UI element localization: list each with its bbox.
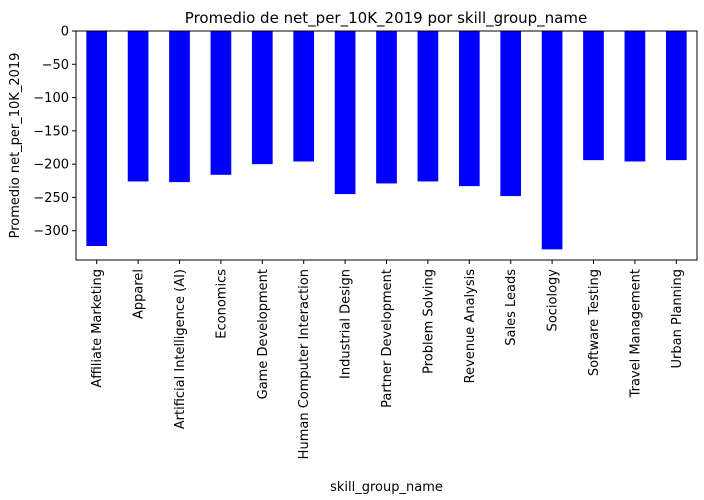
bar [293,31,315,162]
y-tick-label: 0 [61,25,69,40]
x-tick-label: Game Development [256,269,271,399]
x-tick-label: Problem Solving [421,269,436,374]
bar [458,31,480,187]
y-tick-label: −100 [33,91,69,106]
y-tick-label: −300 [33,224,69,239]
x-tick-label: Partner Development [380,269,395,408]
bar [665,31,687,161]
x-tick-label: Industrial Design [339,269,354,379]
bar [251,31,273,165]
bar [169,31,190,183]
bar [334,31,356,195]
bar [210,31,232,175]
chart-title: Promedio de net_per_10K_2019 por skill_g… [185,9,587,28]
bar [127,31,149,182]
x-tick-label: Artificial Intelligence (AI) [173,269,188,429]
x-tick-label: Human Computer Interaction [297,269,312,459]
bar [86,31,108,247]
bar [541,31,563,250]
x-tick-label: Urban Planning [670,269,685,368]
x-tick-label: Travel Management [628,269,643,398]
y-axis: 0 −50 −100 −150 −200 −250 −300 [33,25,76,239]
y-axis-label: Promedio net_per_10K_2019 [8,53,23,239]
x-tick-label: Software Testing [587,269,602,376]
bar [417,31,439,182]
x-tick-label: Economics [214,269,229,339]
y-tick-label: −50 [42,58,69,73]
x-tick-label: Sales Leads [504,269,519,346]
y-tick-label: −150 [33,124,69,139]
y-tick-label: −200 [33,158,69,173]
x-tick-label: Sociology [546,269,561,332]
plot-frame [75,30,698,261]
bar [583,31,604,161]
x-axis-label: skill_group_name [330,480,443,495]
bars-group [86,31,687,250]
x-tick-label: Revenue Analysis [463,269,478,384]
bar [624,31,646,162]
x-axis: Affiliate Marketing Apparel Artificial Int… [90,260,685,459]
x-tick-label: Apparel [132,269,147,319]
y-tick-label: −250 [33,191,69,206]
bar [376,31,397,184]
x-tick-label: Affiliate Marketing [90,269,105,388]
bar [500,31,522,197]
